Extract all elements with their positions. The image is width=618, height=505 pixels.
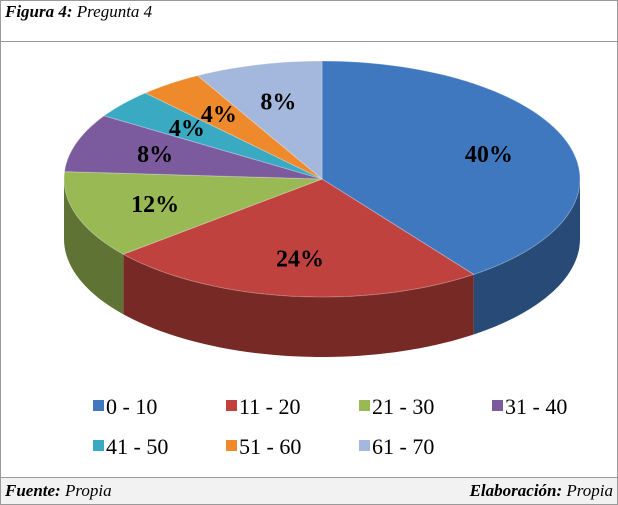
legend-swatch xyxy=(492,400,503,411)
source-label: Fuente: xyxy=(5,481,61,500)
legend-swatch xyxy=(93,440,104,451)
slice xyxy=(144,75,323,180)
figure-header: Figura 4: Pregunta 4 xyxy=(1,1,617,42)
chart: 40%24%12%8%4%4% 8%0 - 10 11 - 20 21 - 30 31 … xyxy=(63,60,581,459)
made: Elaboración: Propia xyxy=(470,478,613,504)
legend-swatch xyxy=(226,400,237,411)
slice xyxy=(63,115,323,180)
figure-label: Figura 4: xyxy=(5,2,73,21)
slice xyxy=(122,178,475,298)
figure-footer: Fuente: Propia Elaboración: Propia xyxy=(1,477,617,504)
legend-label: 21 - 30 xyxy=(372,394,434,419)
slice xyxy=(321,60,581,276)
made-label: Elaboración: xyxy=(469,481,563,500)
legend-swatch xyxy=(359,400,370,411)
slice xyxy=(63,171,323,255)
data-label: 8% xyxy=(260,89,296,115)
data-label: 40% xyxy=(465,142,513,168)
legend-label: 31 - 40 xyxy=(505,394,567,419)
legend-label: 61 - 70 xyxy=(372,434,434,459)
slice-side xyxy=(123,254,474,357)
figure-caption: Pregunta 4 xyxy=(76,2,153,21)
legend-label: 41 - 50 xyxy=(106,434,168,459)
legend-label: 11 - 20 xyxy=(239,394,301,419)
slice-side xyxy=(64,179,124,315)
legend-label: 0 - 10 xyxy=(106,394,157,419)
made-value: Propia xyxy=(566,481,613,500)
data-label: 12% xyxy=(131,192,179,218)
legend-swatch xyxy=(226,440,237,451)
slice xyxy=(196,60,323,181)
data-label: 8% xyxy=(137,142,173,168)
source: Fuente: Propia xyxy=(5,478,112,504)
data-label: 24% xyxy=(276,247,324,273)
slice-side xyxy=(473,179,580,335)
legend-swatch xyxy=(93,400,104,411)
data-label: 4% xyxy=(201,102,237,128)
data-label: 4% xyxy=(169,116,205,142)
slice xyxy=(103,92,323,180)
source-value: Propia xyxy=(64,481,112,500)
legend-swatch xyxy=(359,440,370,451)
legend-label: 51 - 60 xyxy=(239,434,301,459)
